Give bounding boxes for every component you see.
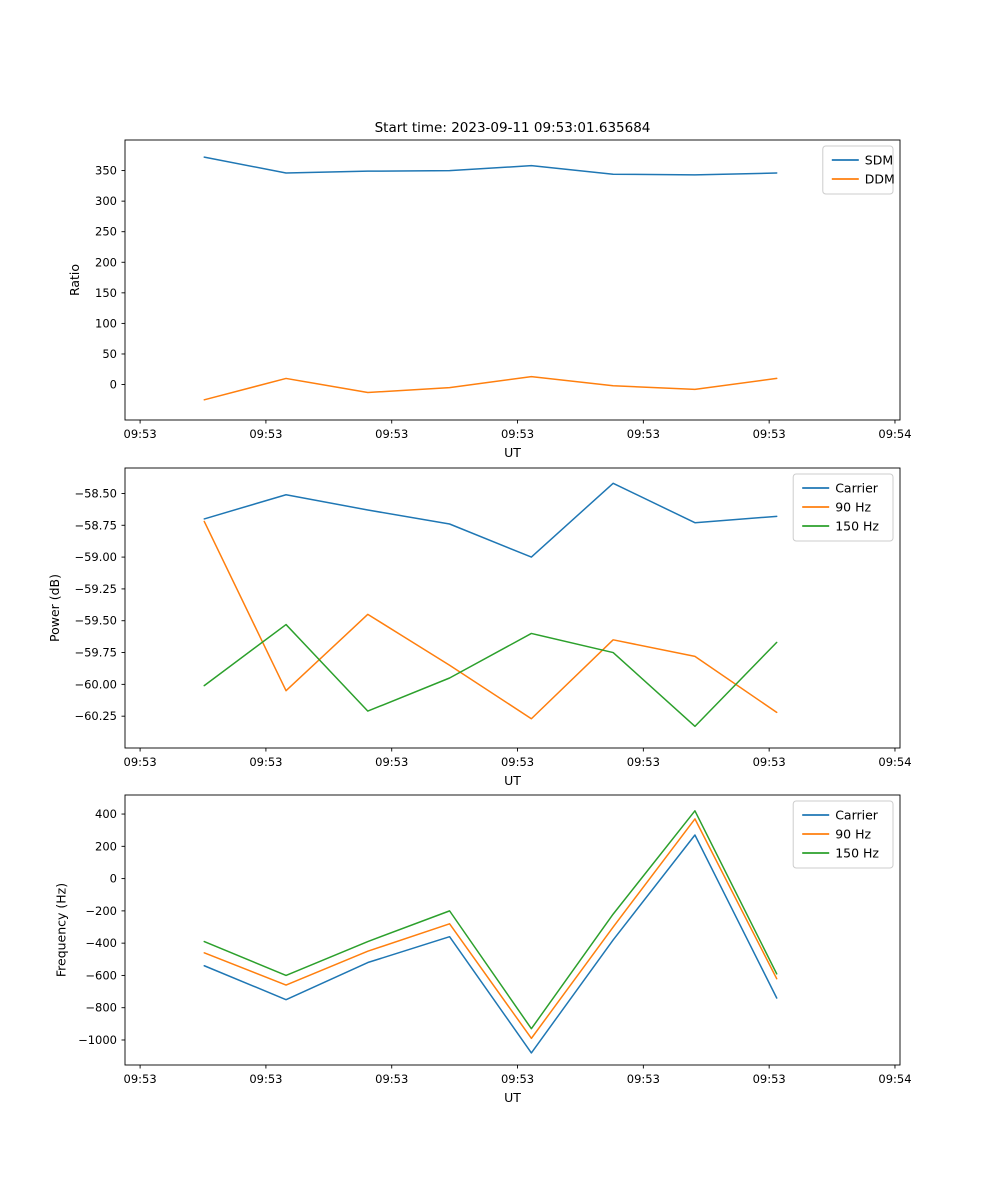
- axes-spines: [124, 139, 901, 421]
- x-tick-label: 09:53: [249, 755, 282, 769]
- y-tick-label: −59.25: [74, 582, 117, 596]
- x-tick-label: 09:53: [627, 427, 660, 441]
- x-axis-label: UT: [504, 773, 521, 788]
- legend-label: 150 Hz: [835, 846, 879, 861]
- plot-canvas: 09:53 09:53 09:53 09:53 09:53 09:53 09:54 −1000…: [54, 794, 912, 1105]
- x-tick-label: 09:53: [501, 755, 534, 769]
- y-tick-label: −1000: [78, 1033, 117, 1047]
- plot-canvas: 09:53 09:53 09:53 09:53 09:53 09:53 09:54 −60.2…: [47, 467, 912, 788]
- legend-label: SDM: [865, 153, 893, 168]
- y-tick-label: 250: [95, 225, 117, 239]
- x-tick-label: 09:53: [627, 755, 660, 769]
- line-series-150-hz: [203, 810, 778, 1030]
- chart-frequency: 09:53 09:53 09:53 09:53 09:53 09:53 09:54 −1000…: [0, 783, 1000, 1127]
- y-tick-label: −59.50: [74, 614, 117, 628]
- y-axis-label: Frequency (Hz): [54, 883, 69, 977]
- chart-power: 09:53 09:53 09:53 09:53 09:53 09:53 09:54 −60.2…: [0, 456, 1000, 810]
- axes-spines: [124, 467, 901, 749]
- y-tick-label: −600: [85, 968, 117, 982]
- y-axis-label: Ratio: [67, 264, 82, 296]
- legend-box: [822, 145, 894, 195]
- y-tick-label: 300: [95, 194, 117, 208]
- x-tick-label: 09:53: [375, 755, 408, 769]
- y-tick-label: 400: [95, 807, 117, 821]
- y-tick-label: −59.75: [74, 646, 117, 660]
- line-series-90-hz: [203, 520, 778, 720]
- legend-box: [792, 473, 894, 542]
- x-tick-label: 09:53: [249, 427, 282, 441]
- x-tick-label: 09:54: [878, 427, 911, 441]
- plot-canvas: 09:53 09:53 09:53 09:53 09:53 09:53 09:54 0 50 10…: [67, 139, 912, 460]
- x-tick-label: 09:53: [753, 755, 786, 769]
- y-tick-label: 200: [95, 839, 117, 853]
- y-tick-label: −59.00: [74, 550, 117, 564]
- legend-box: [792, 800, 894, 869]
- x-tick-label: 09:53: [249, 1072, 282, 1086]
- line-series-ddm: [203, 375, 778, 401]
- legend-label: 90 Hz: [835, 500, 871, 515]
- legend: Carrier 90 Hz 150 Hz: [792, 473, 894, 542]
- x-tick-label: 09:53: [124, 1072, 157, 1086]
- y-tick-label: 150: [95, 286, 117, 300]
- y-tick-label: 50: [102, 347, 117, 361]
- y-tick-label: 0: [110, 872, 117, 886]
- y-tick-label: −800: [85, 1001, 117, 1015]
- legend-label: Carrier: [835, 481, 879, 496]
- y-tick-label: −60.25: [74, 709, 117, 723]
- legend-label: Carrier: [835, 808, 879, 823]
- figure-title: Start time: 2023-09-11 09:53:01.635684: [374, 120, 651, 136]
- y-tick-label: −200: [85, 904, 117, 918]
- line-series-150-hz: [203, 623, 778, 728]
- chart-ratio: 09:53 09:53 09:53 09:53 09:53 09:53 09:54 0 50 10…: [0, 128, 1000, 482]
- x-tick-label: 09:54: [878, 1072, 911, 1086]
- y-tick-label: 0: [110, 378, 117, 392]
- legend-label: DDM: [865, 172, 895, 187]
- x-tick-label: 09:54: [878, 755, 911, 769]
- line-series-carrier: [203, 834, 778, 1054]
- y-tick-label: 100: [95, 316, 117, 330]
- line-series-90-hz: [203, 818, 778, 1040]
- legend: SDM DDM: [822, 145, 895, 195]
- x-tick-label: 09:53: [124, 427, 157, 441]
- y-tick-label: 200: [95, 255, 117, 269]
- x-tick-label: 09:53: [501, 427, 534, 441]
- line-series-carrier: [203, 482, 778, 558]
- x-tick-label: 09:53: [501, 1072, 534, 1086]
- x-tick-label: 09:53: [753, 427, 786, 441]
- axes-spines: [124, 794, 901, 1066]
- legend-label: 150 Hz: [835, 519, 879, 534]
- x-tick-label: 09:53: [124, 755, 157, 769]
- x-tick-label: 09:53: [627, 1072, 660, 1086]
- x-axis-label: UT: [504, 1090, 521, 1105]
- line-series-sdm: [203, 156, 778, 176]
- legend: Carrier 90 Hz 150 Hz: [792, 800, 894, 869]
- y-tick-label: −60.00: [74, 677, 117, 691]
- y-tick-label: 350: [95, 164, 117, 178]
- legend-label: 90 Hz: [835, 827, 871, 842]
- x-tick-label: 09:53: [375, 427, 408, 441]
- x-axis-label: UT: [504, 445, 521, 460]
- x-tick-label: 09:53: [375, 1072, 408, 1086]
- y-tick-label: −400: [85, 936, 117, 950]
- x-tick-label: 09:53: [753, 1072, 786, 1086]
- y-tick-label: −58.75: [74, 518, 117, 532]
- y-axis-label: Power (dB): [47, 574, 62, 642]
- y-tick-label: −58.50: [74, 486, 117, 500]
